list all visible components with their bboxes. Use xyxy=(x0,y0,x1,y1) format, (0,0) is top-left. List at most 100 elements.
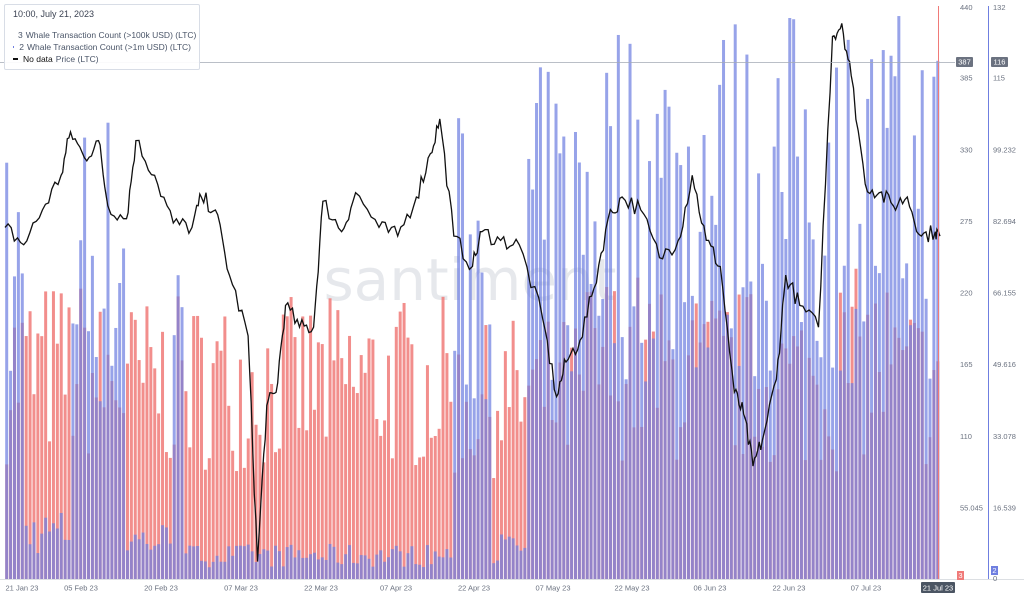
red-bar xyxy=(418,457,422,579)
tooltip-date: 10:00, July 21, 2023 xyxy=(13,9,95,19)
blue-bar xyxy=(679,165,683,579)
blue-bar xyxy=(538,67,542,579)
red-bar xyxy=(367,338,371,579)
blue-bar xyxy=(114,327,118,579)
right-axis-tick: 82.694 xyxy=(993,217,1016,226)
red-bar xyxy=(24,336,28,579)
blue-bar xyxy=(706,347,710,579)
blue-bar xyxy=(866,98,870,579)
blue-bar xyxy=(737,365,741,579)
blue-bar xyxy=(344,554,348,579)
blue-bar xyxy=(593,221,597,580)
blue-bar xyxy=(32,522,36,579)
blue-bar xyxy=(437,556,441,579)
red-bar xyxy=(320,344,324,579)
red-bar xyxy=(289,297,293,579)
red-bar xyxy=(266,348,270,579)
blue-bar xyxy=(242,546,246,579)
blue-bar xyxy=(784,239,788,580)
blue-bar xyxy=(601,298,605,579)
red-bar xyxy=(390,458,394,579)
right-axis-tick: 0 xyxy=(993,574,997,583)
red-bar xyxy=(235,471,239,579)
red-bar xyxy=(277,448,281,579)
x-tick-label: 06 Jun 23 xyxy=(694,584,727,593)
red-bar xyxy=(355,393,359,579)
blue-bar xyxy=(920,70,924,579)
red-bar xyxy=(449,401,453,579)
tooltip-red-label: Whale Transaction Count (>100k USD) (LTC… xyxy=(25,30,197,40)
red-bar xyxy=(351,386,355,579)
red-bar xyxy=(441,296,445,579)
blue-bar xyxy=(137,539,141,579)
red-bar xyxy=(398,311,402,579)
tooltip-blue-value: 2 xyxy=(19,42,24,52)
tooltip-price-value: No data xyxy=(23,54,53,64)
blue-bar xyxy=(118,283,122,579)
blue-bar xyxy=(348,545,352,579)
blue-bar xyxy=(519,550,523,579)
blue-bar xyxy=(597,315,601,579)
blue-bar xyxy=(764,300,768,579)
blue-bar xyxy=(628,43,632,579)
left-axis-tick: 275 xyxy=(960,217,973,226)
blue-bar xyxy=(94,357,98,579)
blue-bar xyxy=(83,137,87,579)
blue-bar xyxy=(624,379,628,579)
blue-bar xyxy=(928,378,932,579)
red-bar xyxy=(499,440,503,579)
red-bar xyxy=(507,407,511,579)
blue-bar xyxy=(24,525,28,579)
blue-bar xyxy=(799,322,803,579)
blue-bar xyxy=(702,135,706,580)
blue-bar xyxy=(499,534,503,579)
red-bar xyxy=(63,394,67,579)
blue-bar xyxy=(87,331,91,579)
red-bar xyxy=(207,458,211,579)
blue-bar xyxy=(683,302,687,579)
x-tick-label: 22 Apr 23 xyxy=(458,584,490,593)
blue-bar xyxy=(12,276,16,579)
red-bar xyxy=(254,424,258,579)
blue-bar xyxy=(733,24,737,579)
blue-bar xyxy=(916,208,920,579)
left-axis-tick: 110 xyxy=(960,432,972,441)
x-tick-label: 07 Mar 23 xyxy=(224,584,258,593)
blue-bar xyxy=(531,189,535,579)
legend-blue-swatch xyxy=(13,46,15,48)
blue-bar xyxy=(780,192,784,579)
blue-bar xyxy=(648,161,652,579)
blue-bar xyxy=(386,557,390,579)
red-bar xyxy=(425,365,429,579)
blue-bar xyxy=(324,559,328,579)
blue-bar xyxy=(686,146,690,579)
blue-bar xyxy=(558,153,562,580)
red-bar xyxy=(258,434,262,579)
blue-bar xyxy=(480,272,484,579)
blue-bar xyxy=(192,546,196,579)
blue-bar xyxy=(238,545,242,579)
red-bar xyxy=(515,370,519,579)
blue-bar xyxy=(270,566,274,579)
blue-bar xyxy=(644,381,648,579)
red-bar xyxy=(519,421,523,579)
blue-bar xyxy=(507,536,511,579)
blue-bar xyxy=(227,546,231,579)
blue-bar xyxy=(749,281,753,579)
red-bar xyxy=(51,291,55,579)
blue-bar xyxy=(632,306,636,579)
blue-bar xyxy=(488,324,492,579)
blue-bar xyxy=(277,551,281,579)
blue-bar xyxy=(640,342,644,579)
blue-bar xyxy=(297,550,301,579)
red-bar xyxy=(262,462,266,579)
series-red-bars xyxy=(5,268,940,579)
blue-bar xyxy=(698,231,702,579)
blue-bar xyxy=(550,379,554,579)
red-bar xyxy=(161,331,165,579)
blue-bar xyxy=(79,240,83,579)
blue-bar xyxy=(305,557,309,579)
blue-bar xyxy=(359,555,363,579)
red-bar xyxy=(192,316,196,579)
